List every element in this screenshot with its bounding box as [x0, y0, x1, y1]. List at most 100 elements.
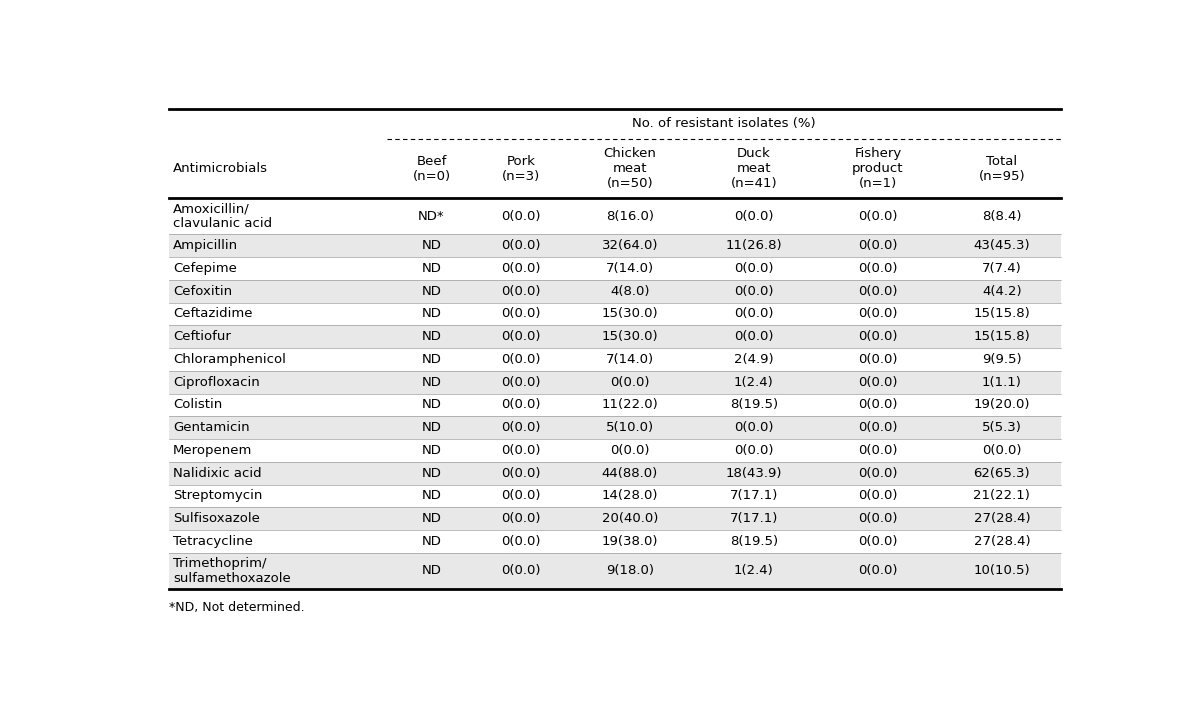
Text: 0(0.0): 0(0.0) — [502, 535, 540, 548]
Bar — [168, 416, 1061, 439]
Bar — [168, 553, 1061, 589]
Text: 11(26.8): 11(26.8) — [726, 239, 782, 252]
Text: 0(0.0): 0(0.0) — [858, 421, 898, 434]
Text: Cefoxitin: Cefoxitin — [173, 285, 233, 298]
Text: 43(45.3): 43(45.3) — [973, 239, 1030, 252]
Text: 0(0.0): 0(0.0) — [858, 512, 898, 525]
Text: 19(20.0): 19(20.0) — [973, 398, 1030, 411]
Bar — [168, 235, 1061, 257]
Text: ND: ND — [421, 353, 442, 366]
Text: 5(10.0): 5(10.0) — [606, 421, 654, 434]
Text: Trimethoprim/
sulfamethoxazole: Trimethoprim/ sulfamethoxazole — [173, 557, 292, 585]
Text: ND: ND — [421, 535, 442, 548]
Text: 0(0.0): 0(0.0) — [858, 239, 898, 252]
Text: 15(30.0): 15(30.0) — [601, 308, 658, 321]
Text: 0(0.0): 0(0.0) — [858, 210, 898, 223]
Text: 9(9.5): 9(9.5) — [982, 353, 1021, 366]
Text: 0(0.0): 0(0.0) — [502, 308, 540, 321]
Text: *ND, Not determined.: *ND, Not determined. — [168, 601, 305, 614]
Text: ND: ND — [421, 376, 442, 389]
Text: ND: ND — [421, 285, 442, 298]
Text: 0(0.0): 0(0.0) — [858, 489, 898, 502]
Text: 8(19.5): 8(19.5) — [730, 398, 778, 411]
Text: Antimicrobials: Antimicrobials — [173, 162, 269, 175]
Text: 2(4.9): 2(4.9) — [734, 353, 774, 366]
Text: 10(10.5): 10(10.5) — [973, 564, 1030, 577]
Bar — [168, 325, 1061, 348]
Text: 0(0.0): 0(0.0) — [502, 353, 540, 366]
Text: 0(0.0): 0(0.0) — [858, 398, 898, 411]
Text: 8(19.5): 8(19.5) — [730, 535, 778, 548]
Text: 0(0.0): 0(0.0) — [502, 421, 540, 434]
Text: 7(14.0): 7(14.0) — [606, 262, 654, 275]
Text: Chicken
meat
(n=50): Chicken meat (n=50) — [604, 147, 656, 190]
Text: ND: ND — [421, 444, 442, 457]
Text: 0(0.0): 0(0.0) — [502, 285, 540, 298]
Text: 14(28.0): 14(28.0) — [601, 489, 658, 502]
Text: 15(15.8): 15(15.8) — [973, 330, 1031, 343]
Text: 0(0.0): 0(0.0) — [858, 353, 898, 366]
Text: 0(0.0): 0(0.0) — [502, 398, 540, 411]
Text: 0(0.0): 0(0.0) — [502, 330, 540, 343]
Text: 0(0.0): 0(0.0) — [734, 421, 774, 434]
Text: ND: ND — [421, 512, 442, 525]
Text: ND: ND — [421, 467, 442, 480]
Text: 0(0.0): 0(0.0) — [734, 262, 774, 275]
Text: 27(28.4): 27(28.4) — [973, 512, 1030, 525]
Text: Ampicillin: Ampicillin — [173, 239, 239, 252]
Text: Chloramphenicol: Chloramphenicol — [173, 353, 286, 366]
Text: 7(17.1): 7(17.1) — [730, 512, 778, 525]
Text: ND: ND — [421, 421, 442, 434]
Bar — [168, 508, 1061, 530]
Text: 20(40.0): 20(40.0) — [601, 512, 658, 525]
Text: 7(14.0): 7(14.0) — [606, 353, 654, 366]
Text: 0(0.0): 0(0.0) — [502, 444, 540, 457]
Text: Gentamicin: Gentamicin — [173, 421, 250, 434]
Text: Cefepime: Cefepime — [173, 262, 238, 275]
Text: ND: ND — [421, 239, 442, 252]
Text: ND: ND — [421, 330, 442, 343]
Text: 0(0.0): 0(0.0) — [502, 564, 540, 577]
Text: 1(1.1): 1(1.1) — [982, 376, 1022, 389]
Text: 62(65.3): 62(65.3) — [973, 467, 1030, 480]
Text: 44(88.0): 44(88.0) — [601, 467, 658, 480]
Text: 0(0.0): 0(0.0) — [502, 512, 540, 525]
Text: Ceftiofur: Ceftiofur — [173, 330, 232, 343]
Text: 0(0.0): 0(0.0) — [502, 239, 540, 252]
Text: 0(0.0): 0(0.0) — [858, 308, 898, 321]
Text: 0(0.0): 0(0.0) — [858, 564, 898, 577]
Text: Streptomycin: Streptomycin — [173, 489, 263, 502]
Text: 1(2.4): 1(2.4) — [734, 376, 774, 389]
Bar — [168, 371, 1061, 394]
Text: Ciprofloxacin: Ciprofloxacin — [173, 376, 260, 389]
Text: No. of resistant isolates (%): No. of resistant isolates (%) — [632, 117, 816, 130]
Text: Amoxicillin/
clavulanic acid: Amoxicillin/ clavulanic acid — [173, 203, 272, 230]
Text: 0(0.0): 0(0.0) — [858, 444, 898, 457]
Text: Ceftazidime: Ceftazidime — [173, 308, 253, 321]
Text: Pork
(n=3): Pork (n=3) — [502, 155, 540, 182]
Text: Tetracycline: Tetracycline — [173, 535, 253, 548]
Text: Nalidixic acid: Nalidixic acid — [173, 467, 262, 480]
Text: 0(0.0): 0(0.0) — [502, 210, 540, 223]
Text: 0(0.0): 0(0.0) — [734, 285, 774, 298]
Text: 0(0.0): 0(0.0) — [982, 444, 1021, 457]
Text: Beef
(n=0): Beef (n=0) — [413, 155, 450, 182]
Text: 0(0.0): 0(0.0) — [858, 376, 898, 389]
Text: 7(7.4): 7(7.4) — [982, 262, 1021, 275]
Text: Colistin: Colistin — [173, 398, 222, 411]
Text: Meropenem: Meropenem — [173, 444, 253, 457]
Text: 0(0.0): 0(0.0) — [858, 330, 898, 343]
Text: 8(16.0): 8(16.0) — [606, 210, 654, 223]
Text: 0(0.0): 0(0.0) — [858, 285, 898, 298]
Text: 0(0.0): 0(0.0) — [734, 330, 774, 343]
Text: 19(38.0): 19(38.0) — [601, 535, 658, 548]
Text: 0(0.0): 0(0.0) — [858, 262, 898, 275]
Text: Total
(n=95): Total (n=95) — [978, 155, 1025, 182]
Text: 21(22.1): 21(22.1) — [973, 489, 1031, 502]
Text: Sulfisoxazole: Sulfisoxazole — [173, 512, 260, 525]
Text: 27(28.4): 27(28.4) — [973, 535, 1030, 548]
Text: 15(30.0): 15(30.0) — [601, 330, 658, 343]
Text: 0(0.0): 0(0.0) — [858, 535, 898, 548]
Text: 0(0.0): 0(0.0) — [610, 444, 649, 457]
Text: ND*: ND* — [418, 210, 445, 223]
